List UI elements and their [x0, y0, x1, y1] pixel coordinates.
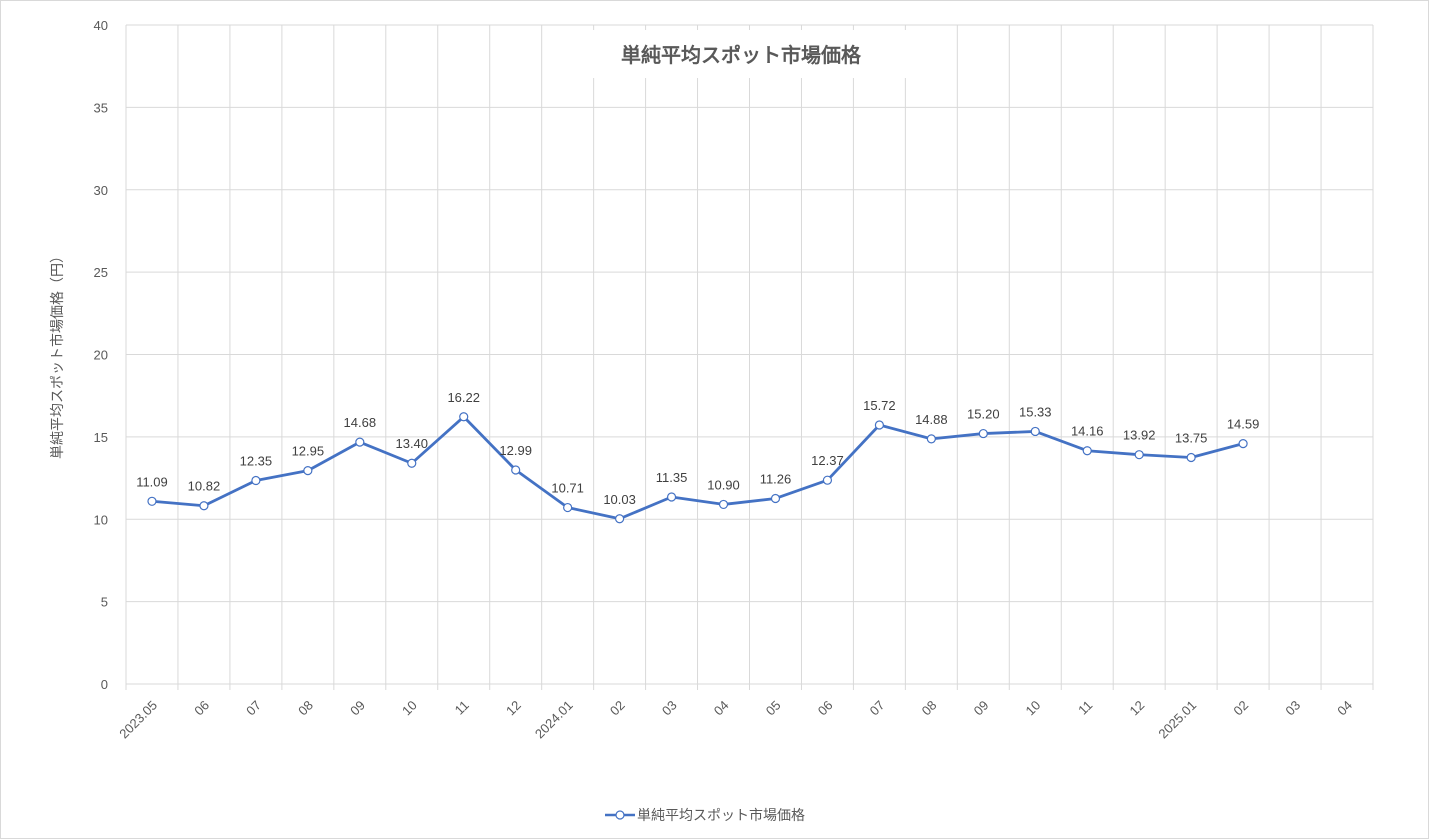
y-tick-label: 10	[94, 512, 108, 527]
data-label: 11.26	[760, 471, 792, 486]
data-point-marker	[251, 475, 261, 486]
x-tick-label: 03	[1282, 698, 1303, 719]
data-point-marker	[926, 434, 936, 444]
data-point-marker	[303, 466, 313, 476]
data-point-marker	[1082, 446, 1092, 456]
data-point-marker	[1238, 439, 1248, 449]
y-tick-label: 40	[94, 18, 108, 33]
y-tick-label: 25	[94, 265, 108, 280]
title-background	[545, 30, 935, 78]
data-point-marker	[563, 502, 573, 513]
x-tick-label: 06	[815, 698, 836, 719]
data-point-marker	[407, 458, 417, 468]
y-tick-label: 5	[101, 595, 108, 610]
data-point-marker	[199, 501, 209, 511]
chart-title: 単純平均スポット市場価格	[621, 43, 862, 67]
data-label: 14.88	[915, 412, 948, 427]
data-label: 10.03	[603, 492, 636, 507]
x-tick-label: 09	[347, 698, 368, 719]
data-label: 13.75	[1175, 430, 1208, 445]
data-label: 15.20	[967, 407, 1000, 422]
x-tick-label: 02	[1230, 698, 1251, 719]
x-tick-label: 2025.01	[1155, 698, 1199, 742]
x-tick-label: 06	[191, 698, 212, 719]
data-point-marker	[1186, 452, 1196, 463]
x-tick-label: 09	[971, 698, 992, 719]
x-tick-label: 07	[867, 698, 888, 719]
data-label: 10.82	[188, 479, 221, 494]
data-label: 13.92	[1123, 428, 1156, 443]
x-tick-label: 08	[295, 698, 316, 719]
x-tick-label: 11	[1075, 698, 1095, 718]
data-point-marker	[459, 412, 469, 422]
y-tick-label: 30	[94, 183, 108, 198]
legend-label: 単純平均スポット市場価格	[637, 807, 805, 823]
data-label: 14.68	[344, 415, 377, 430]
x-tick-label: 03	[659, 698, 680, 719]
data-label: 10.90	[707, 477, 740, 492]
data-point-marker	[511, 465, 521, 475]
data-label: 14.16	[1071, 424, 1104, 439]
data-labels: 11.09 10.82 12.35 12.95 14.68 13.40 16.22 12.99…	[136, 390, 1259, 507]
x-tick-label: 04	[711, 698, 732, 719]
y-axis-label: 単純平均スポット市場価格（円）	[49, 249, 65, 459]
x-tick-label: 08	[919, 698, 940, 719]
x-tick-label: 12	[503, 698, 524, 719]
x-tick-label: 12	[1126, 698, 1147, 719]
data-point-marker	[355, 437, 365, 447]
data-label: 11.35	[656, 470, 688, 485]
data-label: 13.40	[395, 436, 428, 451]
legend-marker-icon	[615, 810, 625, 820]
data-label: 10.71	[551, 481, 584, 496]
series-line	[147, 412, 1248, 524]
x-tick-label: 04	[1334, 698, 1355, 719]
x-tick-label: 11	[452, 698, 472, 718]
data-label: 16.22	[447, 390, 480, 405]
x-tick-label: 2024.01	[532, 698, 576, 742]
gridlines	[125, 24, 1374, 690]
data-point-marker	[770, 493, 781, 504]
legend[interactable]: 単純平均スポット市場価格	[605, 807, 805, 823]
data-label: 14.59	[1227, 417, 1260, 432]
data-point-marker	[874, 420, 884, 430]
y-tick-label: 15	[94, 430, 108, 445]
data-label: 11.09	[136, 474, 168, 489]
x-tick-label: 10	[1023, 698, 1044, 719]
y-tick-label: 0	[101, 677, 108, 692]
data-label: 15.33	[1019, 404, 1052, 419]
data-point-marker	[615, 514, 625, 524]
data-label: 15.72	[863, 398, 896, 413]
data-point-marker	[666, 492, 677, 502]
x-tick-label: 05	[763, 698, 784, 719]
data-point-marker	[718, 499, 729, 510]
x-axis-ticks: 2023.05 06 07 08 09 10 11 12 2024.01 02 03 04 05 06 07…	[116, 698, 1355, 742]
data-point-marker	[978, 428, 988, 439]
y-axis-ticks: 0 5 10 15 20 25 30 35 40	[94, 18, 108, 692]
y-tick-label: 20	[94, 348, 108, 363]
data-point-marker	[147, 496, 157, 506]
x-tick-label: 10	[399, 698, 420, 719]
x-tick-label: 02	[607, 698, 628, 719]
data-point-marker	[1134, 450, 1144, 460]
y-tick-label: 35	[94, 100, 108, 115]
data-point-marker	[1030, 426, 1040, 437]
data-label: 12.35	[240, 454, 273, 469]
x-tick-label: 2023.05	[116, 698, 160, 742]
data-label: 12.37	[811, 453, 844, 468]
x-tick-label: 07	[243, 698, 264, 719]
series-polyline	[151, 415, 1244, 521]
data-label: 12.99	[499, 443, 532, 458]
data-label: 12.95	[292, 444, 325, 459]
data-point-marker	[822, 475, 833, 485]
